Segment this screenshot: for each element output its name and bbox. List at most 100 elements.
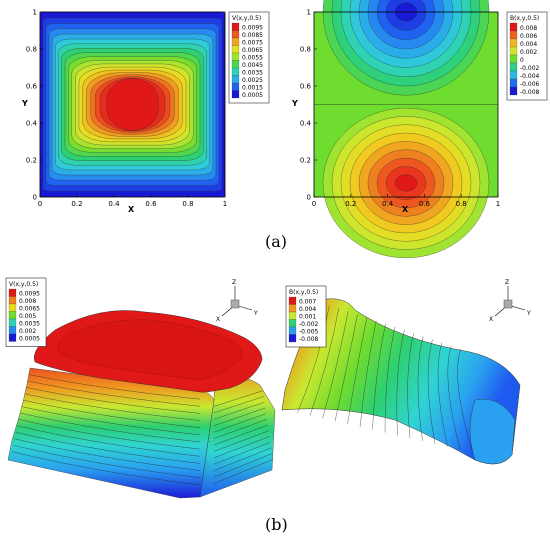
legend-swatch [509,78,518,88]
x-tick-label: 0.2 [345,200,356,208]
contour-plot-v [39,11,226,198]
surface-top-inner [57,319,242,381]
contour-band [106,78,159,131]
legend-label: -0.002 [520,65,540,72]
surface-contour-line [213,447,272,471]
surface-contour-line [18,419,201,450]
surface-contour-line [297,305,330,413]
contour-band [394,174,418,192]
y-tick-label: 1 [33,9,37,17]
surface-contour-line [11,451,201,486]
surface-contour-line [407,333,414,439]
legend-label: 0.001 [299,314,316,321]
plot-frame [313,11,499,198]
surface-contour-line [27,380,201,407]
panel-b-left: V(x,y,0.5)0.00950.0080.00650.0050.00350.… [5,277,276,499]
y-tick-label: 1 [307,9,311,17]
legend-swatch [509,86,518,96]
y-axis-label: Y [21,99,28,108]
surface-contour-line [213,413,267,433]
legend-label: 0.0015 [242,85,263,92]
triad-y-label: Y [526,310,531,317]
legend-swatch [231,82,240,91]
legend-swatch [8,296,17,305]
legend-title: B(x,y,0.5) [289,289,318,296]
surface-contour-line [384,326,396,433]
panel-a-right: 0 0.2 0.4 0.6 0.8 1 0 0.2 0.4 0.6 0.8 1 X Y B(x,y,0… [291,0,548,259]
x-axis-label: X [128,205,135,214]
y-tick-label: 0.6 [26,83,38,91]
legend-swatch [288,319,297,328]
legend-label: 0.004 [520,41,537,48]
legend-swatch [231,75,240,84]
legend-swatch [509,62,518,72]
legend-label: 0.0035 [19,321,40,328]
x-tick-label: 0 [312,200,316,208]
legend-label: 0.0055 [242,55,263,62]
x-tick-label: 1 [223,200,227,208]
legend-title: V(x,y,0.5) [9,281,38,288]
legend-swatch [231,52,240,61]
axis-ticks: 0 0.2 0.4 0.6 0.8 1 0 0.2 0.4 0.6 0.8 1 [300,9,500,209]
x-tick-label: 0.8 [182,200,193,208]
legend-label: 0.0025 [242,77,263,84]
legend-swatch [8,333,17,342]
triad-z-label: Z [505,279,509,286]
legend-label: 0.0045 [242,62,263,69]
surface-contour-line [213,407,266,426]
surface-contour-line [213,453,273,478]
surface-contour-line [213,430,269,452]
legend-label: 0 [520,57,524,64]
legend-label: 0.0035 [242,70,263,77]
surface-contour-line [25,387,201,414]
surface-contour-line [213,396,264,414]
surface-contour-line [24,393,201,421]
x-tick-label: 0.2 [71,200,82,208]
legend-swatch [231,37,240,46]
surface-contour-line [21,406,201,436]
legend: B(x,y,0.5)0.0080.0060.0040.0020-0.002-0.… [506,11,548,101]
legend-swatch [231,67,240,76]
x-tick-label: 0 [38,200,42,208]
legend-label: 0.0085 [242,32,263,39]
surface-contour-line [15,432,201,464]
x-tick-label: 1 [496,200,500,208]
axis-ticks: 0 0.2 0.4 0.6 0.8 1 0 0.2 0.4 0.6 0.8 1 [26,9,227,209]
legend-label: -0.008 [520,89,540,96]
surface-contour-line [437,342,448,447]
legend-swatch [231,22,240,31]
contour-plot-b [314,0,498,259]
triad-x-label: X [216,316,220,323]
surface-contour-line [213,401,265,420]
y-tick-label: 0.2 [300,157,311,165]
legend-swatch [231,90,240,99]
legend-swatch [509,38,518,48]
legend-swatch [509,22,518,32]
surface-contour-line [396,330,405,436]
legend-swatch [231,45,240,54]
surface-b-trough [469,399,516,465]
surface-contour-line [322,311,349,419]
y-axis-label: Y [291,99,298,108]
surface-contour-lines [11,374,274,486]
triad-cube-icon [230,299,240,309]
legend-label: -0.002 [299,321,319,328]
triad-x-label: X [489,316,493,323]
y-tick-label: 0.6 [300,83,312,91]
x-tick-label: 0.6 [145,200,157,208]
legend-swatch [231,30,240,39]
plot-frame [39,11,226,198]
panel-a-left: 0 0.2 0.4 0.6 0.8 1 0 0.2 0.4 0.6 0.8 1 X Y V(x,y,0… [21,9,270,214]
legend-swatch [509,46,518,56]
legend-swatch [288,334,297,343]
panel-b-right: B(x,y,0.5) 0.0070.0040.001-0.002-0.005-0.… [281,279,531,465]
y-tick-label: 0.4 [300,120,312,128]
surface-contour-line [213,459,274,484]
legend-swatch [288,326,297,335]
surface-contour-line [334,314,358,422]
legend-swatch [288,311,297,320]
caption-a: (a) [265,232,288,251]
legend-label: 0.0005 [19,336,40,343]
surface-contour-line [19,412,201,443]
y-tick-label: 0.8 [26,46,37,54]
